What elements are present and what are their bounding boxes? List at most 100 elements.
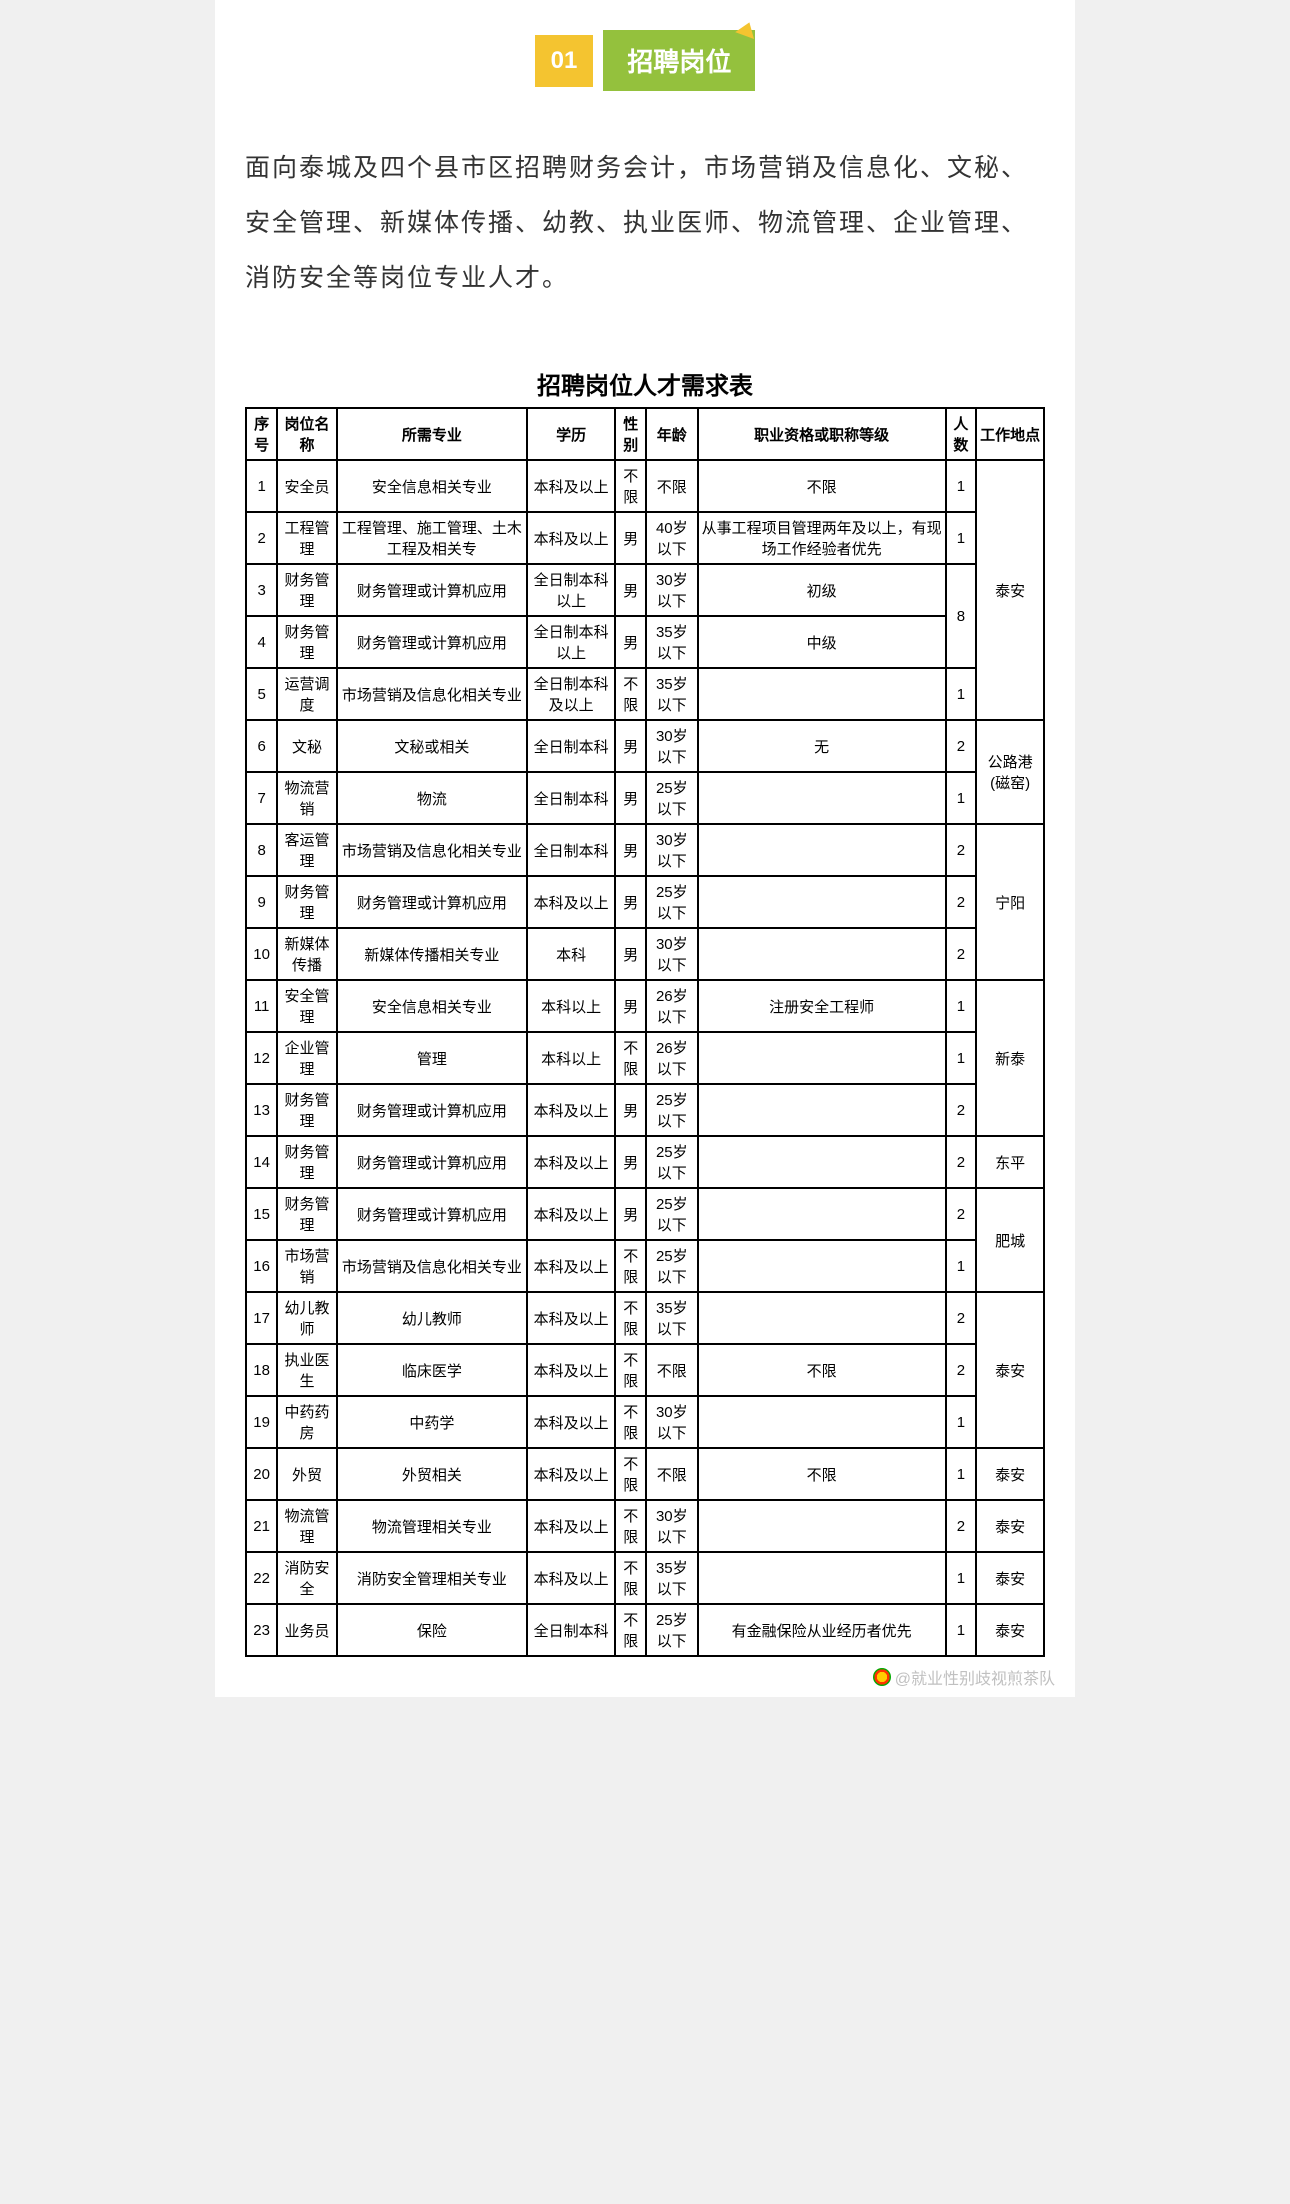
cell-age: 25岁以下 — [646, 1084, 698, 1136]
cell-gender: 男 — [615, 512, 646, 564]
cell-seq: 16 — [246, 1240, 277, 1292]
table-row: 20外贸外贸相关本科及以上不限不限不限1泰安 — [246, 1448, 1044, 1500]
cell-count: 1 — [946, 1396, 977, 1448]
col-major: 所需专业 — [337, 408, 527, 460]
cell-major: 工程管理、施工管理、土木工程及相关专 — [337, 512, 527, 564]
cell-position: 新媒体传播 — [277, 928, 337, 980]
col-loc: 工作地点 — [976, 408, 1044, 460]
cell-education: 本科及以上 — [527, 876, 615, 928]
col-cnt: 人数 — [946, 408, 977, 460]
cell-major: 安全信息相关专业 — [337, 980, 527, 1032]
decorative-corner — [736, 19, 760, 39]
cell-seq: 15 — [246, 1188, 277, 1240]
cell-location: 泰安 — [976, 1292, 1044, 1448]
cell-location: 泰安 — [976, 1552, 1044, 1604]
cell-count: 8 — [946, 564, 977, 668]
section-title: 招聘岗位 — [627, 47, 731, 77]
col-edu: 学历 — [527, 408, 615, 460]
cell-age: 不限 — [646, 1448, 698, 1500]
cell-count: 2 — [946, 928, 977, 980]
cell-gender: 男 — [615, 564, 646, 616]
col-age: 年龄 — [646, 408, 698, 460]
table-row: 9财务管理财务管理或计算机应用本科及以上男25岁以下2 — [246, 876, 1044, 928]
cell-age: 30岁以下 — [646, 824, 698, 876]
cell-count: 1 — [946, 1604, 977, 1656]
cell-seq: 12 — [246, 1032, 277, 1084]
cell-gender: 男 — [615, 772, 646, 824]
table-row: 6文秘文秘或相关全日制本科男30岁以下无2公路港(磁窑) — [246, 720, 1044, 772]
cell-age: 35岁以下 — [646, 616, 698, 668]
cell-qualification — [698, 824, 946, 876]
cell-seq: 5 — [246, 668, 277, 720]
cell-gender: 不限 — [615, 1500, 646, 1552]
cell-gender: 不限 — [615, 1552, 646, 1604]
cell-education: 本科及以上 — [527, 1396, 615, 1448]
cell-location: 泰安 — [976, 1604, 1044, 1656]
cell-position: 财务管理 — [277, 1084, 337, 1136]
cell-major: 幼儿教师 — [337, 1292, 527, 1344]
cell-count: 1 — [946, 1032, 977, 1084]
cell-position: 中药药房 — [277, 1396, 337, 1448]
cell-major: 市场营销及信息化相关专业 — [337, 1240, 527, 1292]
weibo-icon — [873, 1668, 891, 1686]
cell-count: 2 — [946, 1188, 977, 1240]
cell-seq: 22 — [246, 1552, 277, 1604]
watermark: @就业性别歧视煎茶队 — [873, 1665, 1055, 1689]
cell-education: 本科及以上 — [527, 460, 615, 512]
table-row: 3财务管理财务管理或计算机应用全日制本科以上男30岁以下初级8 — [246, 564, 1044, 616]
cell-seq: 18 — [246, 1344, 277, 1396]
cell-major: 安全信息相关专业 — [337, 460, 527, 512]
cell-seq: 17 — [246, 1292, 277, 1344]
cell-position: 文秘 — [277, 720, 337, 772]
cell-gender: 男 — [615, 876, 646, 928]
cell-gender: 男 — [615, 1188, 646, 1240]
cell-seq: 7 — [246, 772, 277, 824]
table-title: 招聘岗位人才需求表 — [245, 366, 1045, 401]
cell-location: 泰安 — [976, 460, 1044, 720]
table-row: 19中药药房中药学本科及以上不限30岁以下1 — [246, 1396, 1044, 1448]
cell-major: 中药学 — [337, 1396, 527, 1448]
cell-qualification — [698, 1552, 946, 1604]
cell-position: 物流营销 — [277, 772, 337, 824]
cell-qualification — [698, 1084, 946, 1136]
cell-age: 30岁以下 — [646, 564, 698, 616]
cell-count: 2 — [946, 1292, 977, 1344]
cell-count: 1 — [946, 772, 977, 824]
cell-seq: 19 — [246, 1396, 277, 1448]
table-row: 4财务管理财务管理或计算机应用全日制本科以上男35岁以下中级 — [246, 616, 1044, 668]
cell-age: 25岁以下 — [646, 1188, 698, 1240]
cell-seq: 13 — [246, 1084, 277, 1136]
section-number: 01 — [535, 35, 594, 87]
cell-education: 本科及以上 — [527, 1136, 615, 1188]
cell-count: 1 — [946, 460, 977, 512]
cell-position: 执业医生 — [277, 1344, 337, 1396]
cell-major: 物流 — [337, 772, 527, 824]
cell-education: 本科及以上 — [527, 1240, 615, 1292]
cell-gender: 不限 — [615, 1240, 646, 1292]
cell-location: 东平 — [976, 1136, 1044, 1188]
cell-count: 1 — [946, 1448, 977, 1500]
cell-qualification — [698, 1396, 946, 1448]
cell-age: 30岁以下 — [646, 1500, 698, 1552]
cell-education: 本科及以上 — [527, 1084, 615, 1136]
cell-education: 全日制本科 — [527, 720, 615, 772]
cell-gender: 不限 — [615, 1292, 646, 1344]
cell-count: 1 — [946, 980, 977, 1032]
table-row: 7物流营销物流全日制本科男25岁以下1 — [246, 772, 1044, 824]
cell-gender: 不限 — [615, 460, 646, 512]
cell-location: 泰安 — [976, 1448, 1044, 1500]
cell-major: 财务管理或计算机应用 — [337, 616, 527, 668]
cell-gender: 男 — [615, 1084, 646, 1136]
cell-location: 泰安 — [976, 1500, 1044, 1552]
cell-major: 财务管理或计算机应用 — [337, 1084, 527, 1136]
table-header-row: 序号 岗位名称 所需专业 学历 性别 年龄 职业资格或职称等级 人数 工作地点 — [246, 408, 1044, 460]
cell-major: 财务管理或计算机应用 — [337, 1188, 527, 1240]
cell-education: 本科及以上 — [527, 1448, 615, 1500]
cell-age: 30岁以下 — [646, 928, 698, 980]
cell-age: 35岁以下 — [646, 668, 698, 720]
cell-position: 安全管理 — [277, 980, 337, 1032]
cell-qualification: 无 — [698, 720, 946, 772]
table-row: 2工程管理工程管理、施工管理、土木工程及相关专本科及以上男40岁以下从事工程项目… — [246, 512, 1044, 564]
cell-position: 财务管理 — [277, 1136, 337, 1188]
cell-qualification — [698, 1188, 946, 1240]
